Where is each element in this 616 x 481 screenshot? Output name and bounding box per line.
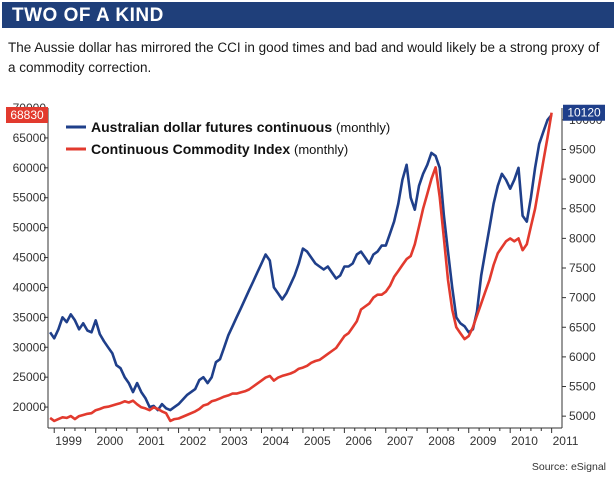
y-right-tick-label: 8000 [569, 231, 596, 245]
y-left-tick-label: 40000 [13, 280, 47, 294]
x-tick-label: 2006 [345, 434, 372, 448]
x-tick-label: 1999 [55, 434, 82, 448]
y-right-tick-label: 7000 [569, 291, 596, 305]
legend-label-aud: Australian dollar futures continuous (mo… [91, 119, 390, 135]
y-left-tick-label: 50000 [13, 221, 47, 235]
x-tick-label: 2008 [428, 434, 455, 448]
y-right-tick-label: 5500 [569, 380, 596, 394]
y-right-tick-label: 9500 [569, 142, 596, 156]
y-left-tick-label: 30000 [13, 340, 47, 354]
x-tick-label: 2000 [97, 434, 124, 448]
x-tick-label: 2011 [553, 434, 579, 448]
current-value-right: 10120 [567, 106, 601, 120]
source-note: Source: eSignal [531, 461, 606, 473]
y-left-tick-label: 65000 [13, 131, 47, 145]
legend: Australian dollar futures continuous (mo… [66, 119, 390, 157]
y-left-tick-label: 45000 [13, 251, 47, 265]
chart-title: TWO OF A KIND [12, 5, 164, 26]
y-right-tick-label: 8500 [569, 202, 596, 216]
x-tick-label: 2002 [180, 434, 207, 448]
current-value-tag-left [6, 106, 48, 123]
x-tick-label: 2005 [304, 434, 331, 448]
y-right-tick-label: 5000 [569, 409, 596, 423]
y-left-tick-label: 25000 [13, 370, 47, 384]
legend-label-cci: Continuous Commodity Index (monthly) [91, 141, 348, 157]
current-value-tag-right [563, 104, 605, 121]
y-left-tick-label: 35000 [13, 310, 47, 324]
x-tick-label: 2010 [511, 434, 538, 448]
y-left-tick-label: 60000 [13, 161, 47, 175]
y-right-tick-label: 6000 [569, 350, 596, 364]
series-line-aud [49, 114, 553, 412]
x-tick-label: 2004 [262, 434, 289, 448]
x-tick-label: 2001 [138, 434, 165, 448]
title-bar: TWO OF A KIND [2, 2, 614, 28]
x-tick-label: 2009 [470, 434, 497, 448]
y-left-tick-label: 55000 [13, 191, 47, 205]
current-value-left: 68830 [10, 108, 44, 122]
y-left-tick-label: 20000 [13, 400, 47, 414]
series-line-cci [49, 112, 553, 423]
y-right-tick-label: 6500 [569, 320, 596, 334]
x-tick-label: 2003 [221, 434, 248, 448]
x-tick-label: 2007 [387, 434, 414, 448]
y-right-tick-label: 9000 [569, 172, 596, 186]
y-right-tick-label: 7500 [569, 261, 596, 275]
chart-subtitle: The Aussie dollar has mirrored the CCI i… [8, 40, 600, 75]
